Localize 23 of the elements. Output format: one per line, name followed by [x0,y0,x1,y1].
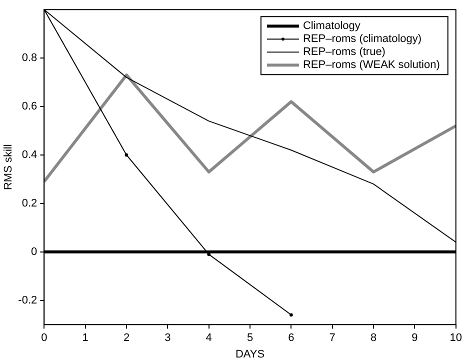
x-tick-label: 0 [41,332,48,344]
y-tick-label: 0.4 [22,149,38,162]
x-axis-title: DAYS [235,348,265,360]
legend-label: REP–roms (climatology) [302,33,422,46]
x-tick-label: 3 [164,332,171,344]
y-tick-label: 0.2 [22,197,38,210]
x-tick-label: 7 [329,332,336,344]
y-tick-label: -0.2 [18,294,38,306]
x-tick-label: 1 [82,332,88,344]
y-axis-title: RMS skill [2,144,15,190]
y-tick-label: 0 [31,246,38,258]
legend-label: REP–roms (true) [302,46,386,58]
x-tick-label: 9 [412,332,418,344]
legend-label: REP–roms (WEAK solution) [302,59,440,72]
x-tick-label: 6 [288,332,294,344]
x-tick-label: 4 [206,332,212,344]
y-tick-label: 0.8 [22,52,38,64]
x-tick-label: 5 [246,332,254,344]
x-tick-label: 2 [123,332,130,344]
x-tick-label: 10 [450,332,462,344]
y-tick-label: 0.6 [22,100,38,113]
x-tick-label: 8 [370,332,377,344]
legend-label: Climatology [302,20,361,32]
